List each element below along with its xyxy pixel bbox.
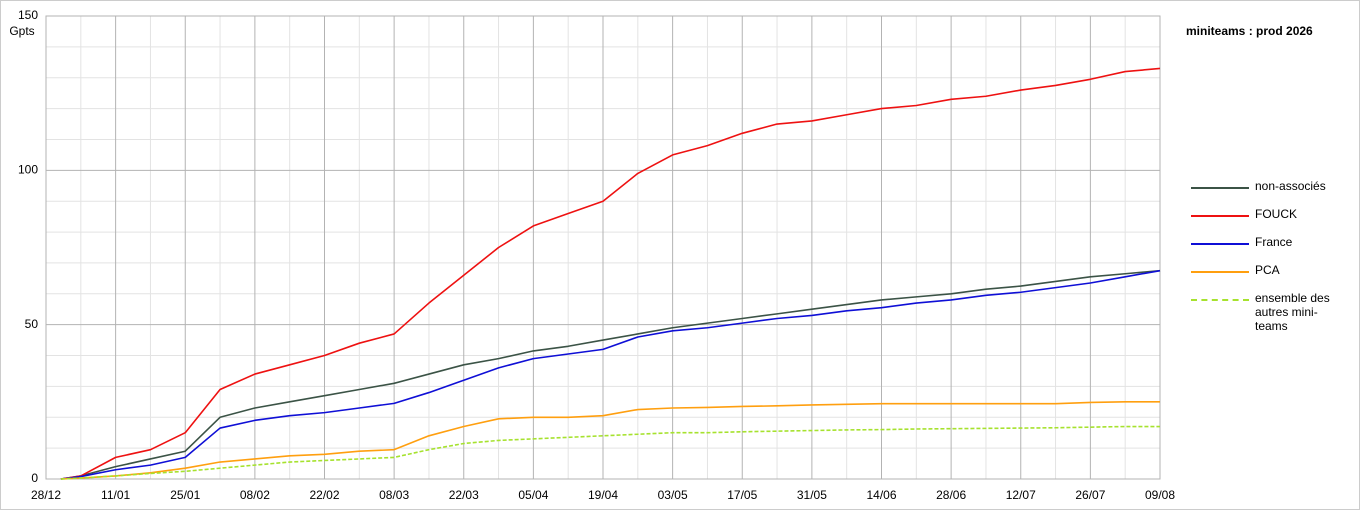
x-tick-label: 12/07 (1006, 488, 1036, 502)
y-tick-label: 0 (31, 471, 38, 485)
legend-swatch (1191, 299, 1249, 301)
legend-label: PCA (1255, 263, 1280, 277)
legend-item: PCA (1191, 263, 1341, 291)
x-tick-label: 28/06 (936, 488, 966, 502)
y-tick-label: 50 (25, 317, 39, 331)
x-tick-label: 11/01 (101, 488, 130, 502)
y-axis-label: Gpts (9, 24, 34, 38)
legend: non-associés FOUCK France PCA ensemble des a… (1191, 179, 1341, 333)
x-tick-label: 22/03 (449, 488, 479, 502)
chart-title: miniteams : prod 2026 (1186, 24, 1313, 38)
x-tick-label: 05/04 (518, 488, 548, 502)
legend-swatch (1191, 215, 1249, 217)
legend-item: ensemble des autres mini-teams (1191, 291, 1341, 333)
x-tick-label: 09/08 (1145, 488, 1175, 502)
legend-label: non-associés (1255, 179, 1326, 193)
x-tick-label: 17/05 (727, 488, 757, 502)
x-tick-label: 03/05 (658, 488, 688, 502)
x-tick-label: 08/02 (240, 488, 270, 502)
legend-item: France (1191, 235, 1341, 263)
y-tick-label: 100 (18, 163, 38, 177)
legend-item: non-associés (1191, 179, 1341, 207)
series-line (60, 269, 1161, 480)
series-line (60, 269, 1161, 480)
x-tick-label: 08/03 (379, 488, 409, 502)
plot-frame (45, 15, 1161, 480)
x-tick-label: 26/07 (1075, 488, 1105, 502)
x-tick-label: 28/12 (31, 488, 61, 502)
x-tick-label: 19/04 (588, 488, 618, 502)
series-line (60, 401, 1160, 480)
x-tick-label: 22/02 (309, 488, 339, 502)
series-line (60, 67, 1161, 480)
x-tick-label: 14/06 (866, 488, 896, 502)
legend-label: FOUCK (1255, 207, 1297, 221)
x-tick-label: 25/01 (170, 488, 200, 502)
legend-label: France (1255, 235, 1293, 249)
legend-label: ensemble des autres mini-teams (1255, 291, 1330, 333)
legend-item: FOUCK (1191, 207, 1341, 235)
x-tick-label: 31/05 (797, 488, 827, 502)
legend-swatch (1191, 271, 1249, 273)
legend-swatch (1191, 243, 1249, 245)
legend-swatch (1191, 187, 1249, 189)
series-line (60, 425, 1160, 480)
y-tick-label: 150 (18, 8, 38, 22)
